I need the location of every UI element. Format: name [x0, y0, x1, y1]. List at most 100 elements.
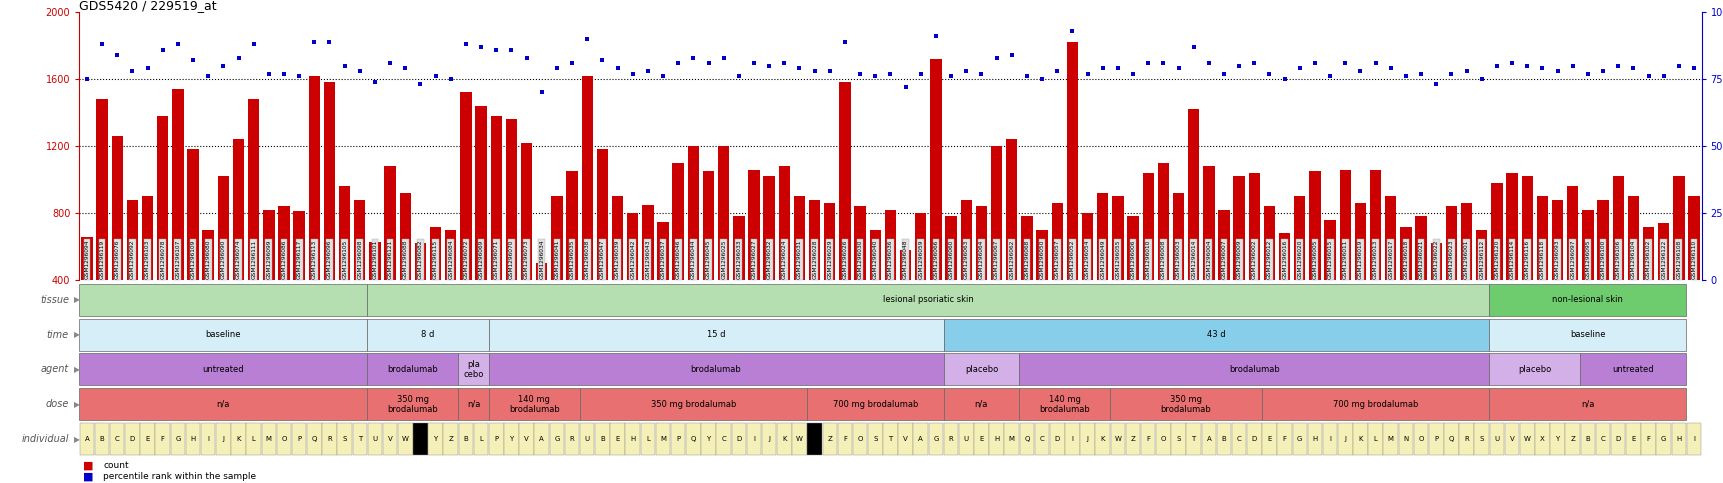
Bar — [1582, 210, 1592, 280]
Point — [1421, 81, 1449, 88]
Text: O: O — [281, 436, 286, 442]
Bar — [656, 222, 669, 280]
Bar — [1506, 173, 1516, 280]
Text: non-lesional skin: non-lesional skin — [1551, 296, 1623, 304]
Bar — [474, 424, 488, 455]
Bar — [488, 388, 579, 420]
Text: GSM1296098: GSM1296098 — [357, 240, 362, 279]
Bar — [1535, 197, 1547, 280]
Text: GDS5420 / 229519_at: GDS5420 / 229519_at — [79, 0, 217, 12]
Bar — [610, 424, 624, 455]
Text: C: C — [115, 436, 119, 442]
Text: E: E — [1630, 436, 1635, 442]
Bar — [1125, 424, 1139, 455]
Point — [1377, 65, 1404, 72]
Bar — [1142, 173, 1153, 280]
Text: GSM1296076: GSM1296076 — [115, 240, 119, 279]
Text: GSM1296024: GSM1296024 — [781, 240, 786, 279]
Text: 700 mg brodalumab: 700 mg brodalumab — [1332, 400, 1418, 409]
Text: ▶: ▶ — [74, 296, 79, 304]
Bar — [202, 230, 214, 280]
Bar — [1444, 424, 1458, 455]
Bar — [246, 424, 260, 455]
Bar — [1397, 424, 1413, 455]
Bar — [806, 424, 822, 455]
Text: GSM1296115: GSM1296115 — [432, 240, 438, 279]
Bar — [1370, 170, 1380, 280]
Text: F: F — [843, 436, 846, 442]
Bar — [491, 116, 501, 280]
Point — [937, 72, 965, 80]
Text: C: C — [1599, 436, 1604, 442]
Text: G: G — [1659, 436, 1666, 442]
Text: GSM1296117: GSM1296117 — [296, 240, 302, 279]
Point — [224, 54, 252, 61]
Bar — [1490, 183, 1502, 280]
Text: GSM1296059: GSM1296059 — [918, 240, 924, 279]
Bar — [1489, 319, 1685, 351]
Text: A: A — [84, 436, 90, 442]
Text: GSM1296070: GSM1296070 — [508, 240, 513, 279]
Bar — [112, 136, 122, 280]
Bar — [579, 388, 806, 420]
Bar — [958, 424, 973, 455]
Bar — [291, 424, 307, 455]
Bar — [1036, 230, 1048, 280]
Text: GSM1296105: GSM1296105 — [341, 240, 346, 279]
Point — [998, 51, 1025, 59]
Point — [634, 67, 662, 75]
Bar — [703, 171, 713, 280]
Text: GSM1296037: GSM1296037 — [660, 240, 665, 279]
Text: B: B — [100, 436, 105, 442]
Bar — [641, 424, 655, 455]
Point — [391, 65, 419, 72]
Text: 350 mg
brodalumab: 350 mg brodalumab — [388, 395, 438, 414]
Text: GSM1296099: GSM1296099 — [265, 240, 271, 279]
Bar — [1671, 424, 1685, 455]
Text: GSM1296116: GSM1296116 — [1523, 240, 1528, 279]
Text: 350 mg
brodalumab: 350 mg brodalumab — [1160, 395, 1211, 414]
Bar — [398, 424, 412, 455]
Text: GSM1296015: GSM1296015 — [1327, 240, 1332, 279]
Point — [710, 54, 737, 61]
Point — [694, 59, 722, 67]
Point — [1573, 70, 1601, 78]
Bar — [1413, 424, 1428, 455]
Text: I: I — [207, 436, 208, 442]
Text: D: D — [1251, 436, 1256, 442]
Text: F: F — [1146, 436, 1149, 442]
Text: GSM1296097: GSM1296097 — [1570, 240, 1575, 279]
Bar — [458, 424, 472, 455]
Text: Q: Q — [691, 436, 696, 442]
Text: R: R — [1463, 436, 1468, 442]
Bar — [157, 116, 169, 280]
Point — [1210, 70, 1237, 78]
Text: I: I — [753, 436, 755, 442]
Bar — [1170, 424, 1185, 455]
Bar — [1110, 424, 1125, 455]
Text: GSM1296104: GSM1296104 — [1630, 240, 1635, 279]
Bar — [839, 83, 849, 280]
Text: n/a: n/a — [467, 400, 481, 409]
Point — [1680, 65, 1707, 72]
Bar — [172, 89, 183, 280]
Text: Y: Y — [508, 436, 513, 442]
Bar — [1339, 170, 1351, 280]
Text: E: E — [979, 436, 984, 442]
Bar — [686, 424, 700, 455]
Bar — [1187, 109, 1199, 280]
Text: GSM1296042: GSM1296042 — [631, 240, 634, 279]
Text: brodalumab: brodalumab — [1228, 365, 1278, 374]
Bar — [793, 197, 805, 280]
Text: D: D — [1614, 436, 1620, 442]
Text: GSM1296120: GSM1296120 — [1494, 240, 1499, 279]
Text: GSM1296078: GSM1296078 — [160, 240, 165, 279]
Point — [1027, 75, 1054, 83]
Bar — [429, 227, 441, 280]
Bar — [202, 424, 215, 455]
Text: G: G — [932, 436, 937, 442]
Text: GSM1296096: GSM1296096 — [327, 240, 333, 279]
Bar — [1337, 424, 1353, 455]
Bar — [1067, 42, 1077, 280]
Point — [1482, 62, 1509, 70]
